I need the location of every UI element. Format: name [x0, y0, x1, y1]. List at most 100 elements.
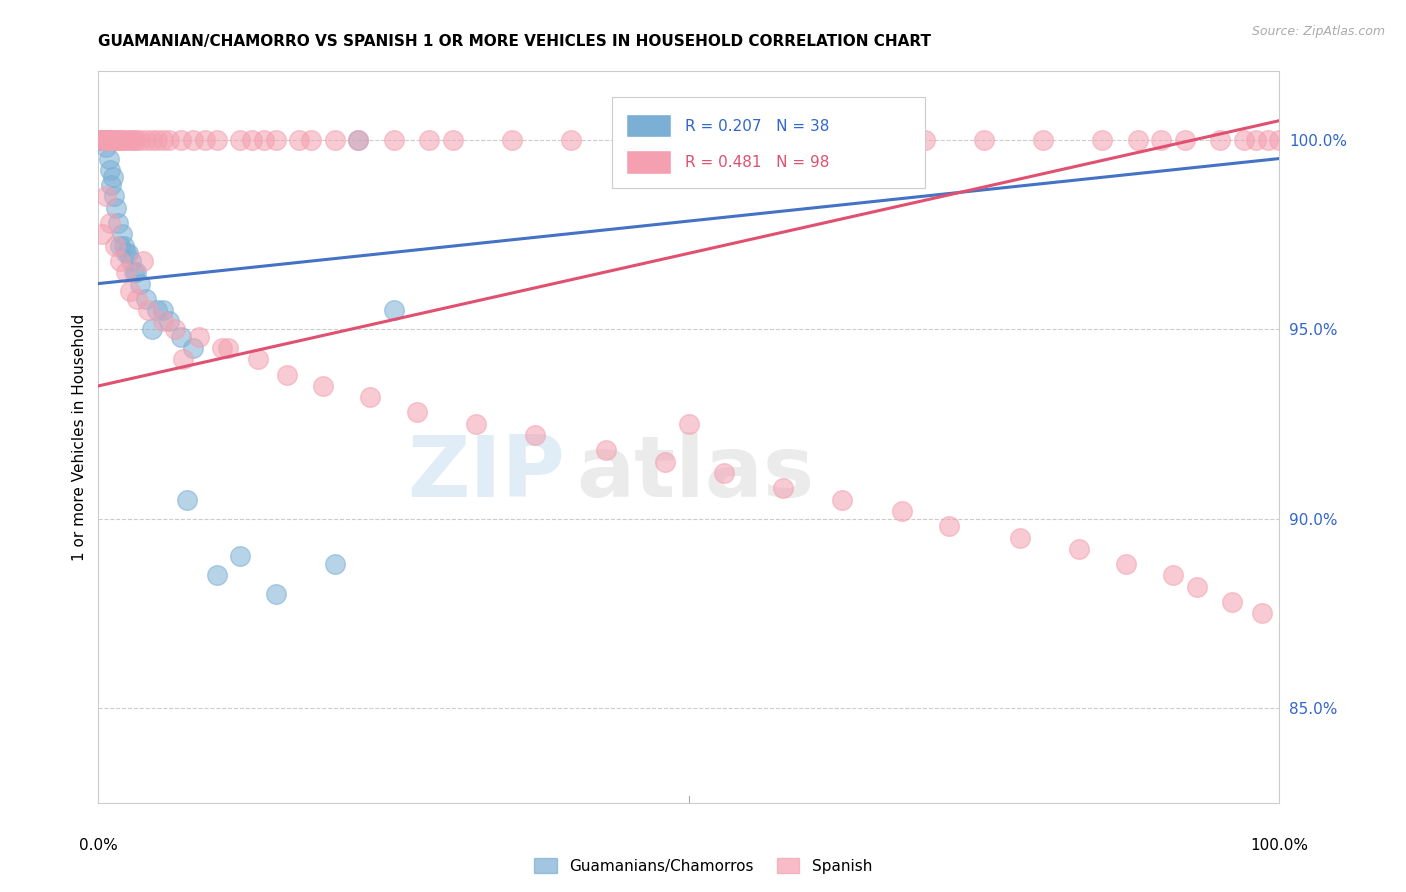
- Point: [855, 132, 877, 146]
- Point: [890, 504, 912, 518]
- Point: [121, 253, 143, 268]
- Point: [120, 284, 142, 298]
- Point: [441, 132, 464, 146]
- Point: [94, 189, 117, 203]
- Point: [103, 189, 125, 203]
- Point: [112, 132, 135, 146]
- Point: [194, 132, 217, 146]
- Point: [98, 216, 121, 230]
- Point: [93, 132, 115, 146]
- Point: [98, 132, 121, 146]
- Point: [104, 238, 127, 252]
- Point: [122, 132, 145, 146]
- Point: [181, 132, 204, 146]
- Point: [127, 292, 149, 306]
- Point: [205, 568, 228, 582]
- Point: [93, 132, 115, 146]
- Point: [187, 329, 209, 343]
- Point: [619, 132, 641, 146]
- Point: [152, 314, 174, 328]
- FancyBboxPatch shape: [612, 97, 925, 188]
- Point: [96, 132, 118, 146]
- Point: [114, 265, 136, 279]
- Point: [128, 132, 150, 146]
- Point: [96, 132, 118, 146]
- Point: [128, 277, 150, 291]
- Point: [713, 466, 735, 480]
- Point: [152, 303, 174, 318]
- Point: [772, 481, 794, 495]
- Point: [125, 265, 148, 279]
- Point: [170, 132, 193, 146]
- Point: [1209, 132, 1232, 146]
- Point: [114, 246, 136, 260]
- Point: [1268, 132, 1291, 146]
- Point: [1115, 557, 1137, 571]
- Point: [176, 492, 198, 507]
- Point: [111, 227, 134, 242]
- Point: [796, 132, 818, 146]
- Point: [157, 314, 180, 328]
- Point: [94, 140, 117, 154]
- Point: [1185, 580, 1208, 594]
- Text: 100.0%: 100.0%: [1250, 838, 1309, 853]
- Point: [1161, 568, 1184, 582]
- Point: [98, 162, 121, 177]
- Point: [105, 132, 128, 146]
- Point: [229, 132, 252, 146]
- Point: [135, 292, 157, 306]
- Point: [101, 132, 124, 146]
- Point: [1174, 132, 1197, 146]
- Point: [135, 132, 157, 146]
- Point: [172, 352, 194, 367]
- Point: [595, 443, 617, 458]
- Point: [501, 132, 523, 146]
- Point: [117, 132, 139, 146]
- Point: [170, 329, 193, 343]
- Point: [211, 341, 233, 355]
- Point: [312, 379, 335, 393]
- Point: [205, 132, 228, 146]
- Point: [973, 132, 995, 146]
- Point: [382, 132, 405, 146]
- Point: [103, 132, 125, 146]
- Point: [121, 132, 143, 146]
- Point: [97, 132, 120, 146]
- Point: [1257, 132, 1279, 146]
- Point: [938, 519, 960, 533]
- Text: 0.0%: 0.0%: [79, 838, 118, 853]
- Point: [125, 132, 148, 146]
- Point: [288, 132, 311, 146]
- Point: [264, 132, 287, 146]
- Point: [382, 303, 405, 318]
- Bar: [626, 151, 671, 174]
- Point: [217, 341, 239, 355]
- Point: [91, 132, 114, 146]
- Point: [1126, 132, 1149, 146]
- Point: [253, 132, 276, 146]
- Point: [524, 428, 547, 442]
- Point: [1250, 607, 1272, 621]
- Point: [112, 238, 135, 252]
- Point: [98, 152, 121, 166]
- Point: [1220, 595, 1243, 609]
- Point: [90, 132, 112, 146]
- Point: [100, 132, 122, 146]
- Point: [1032, 132, 1054, 146]
- Point: [146, 132, 169, 146]
- Point: [240, 132, 263, 146]
- Point: [94, 132, 117, 146]
- Point: [141, 132, 163, 146]
- Point: [406, 405, 429, 419]
- Point: [94, 132, 117, 146]
- Text: R = 0.207   N = 38: R = 0.207 N = 38: [685, 119, 830, 134]
- Point: [91, 132, 114, 146]
- Point: [107, 132, 129, 146]
- Point: [157, 132, 180, 146]
- Point: [678, 132, 700, 146]
- Point: [132, 253, 155, 268]
- Point: [110, 132, 132, 146]
- Point: [100, 178, 122, 192]
- Point: [299, 132, 322, 146]
- Point: [418, 132, 440, 146]
